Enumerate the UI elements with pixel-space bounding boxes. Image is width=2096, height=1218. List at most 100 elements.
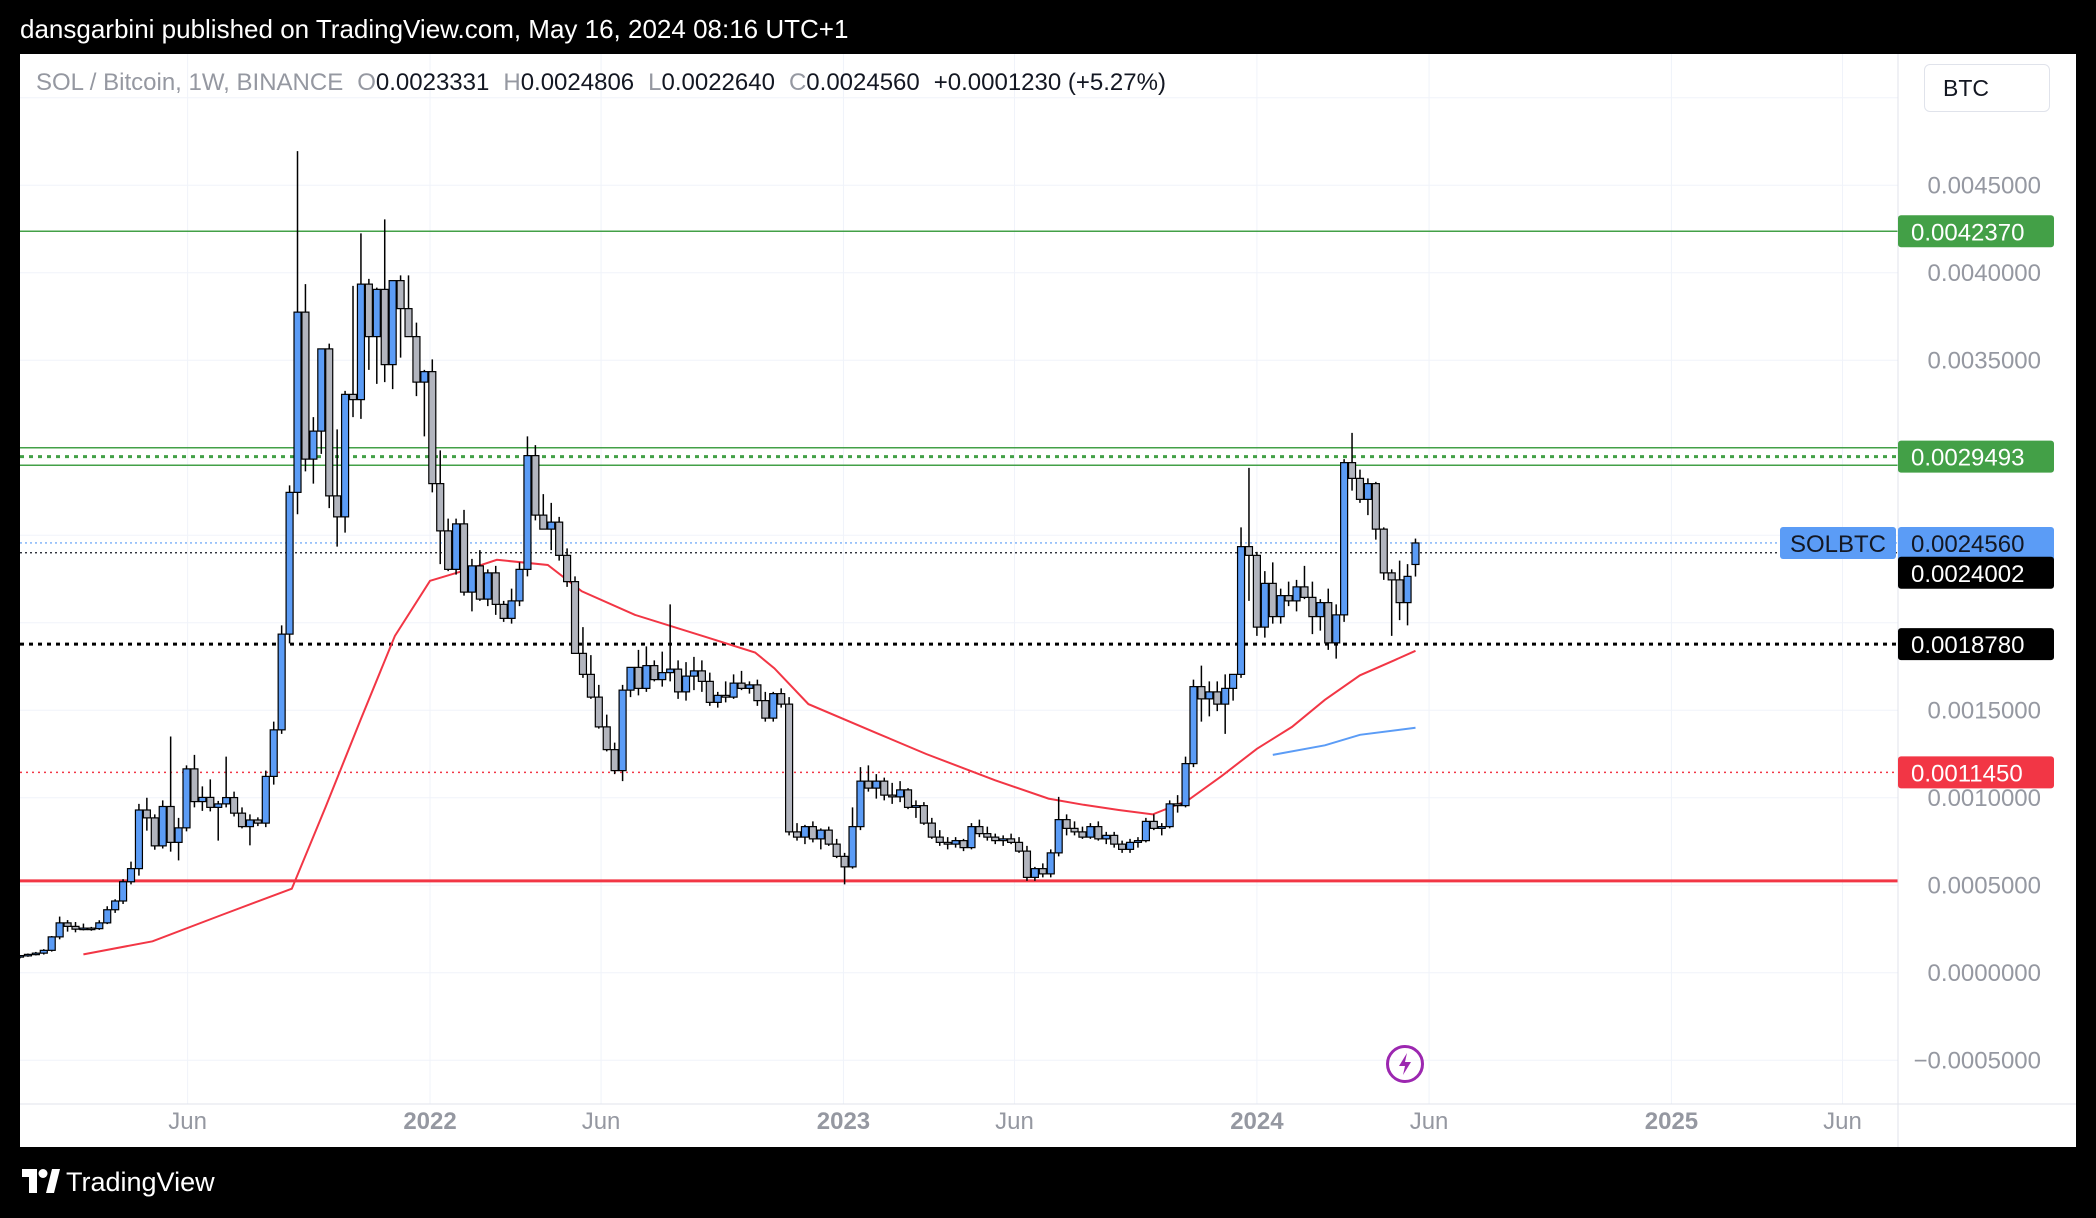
candle bbox=[372, 287, 381, 384]
candle-body bbox=[1347, 462, 1357, 479]
footer-brand: TradingView bbox=[66, 1167, 215, 1197]
candle-body bbox=[229, 796, 239, 814]
candle bbox=[451, 518, 461, 575]
candle bbox=[103, 906, 112, 925]
candle bbox=[650, 660, 659, 682]
candle bbox=[570, 576, 580, 654]
candle bbox=[499, 600, 508, 622]
candle bbox=[1157, 823, 1166, 836]
y-tick-label: 0.0000000 bbox=[1928, 960, 2041, 987]
x-tick-label: 2023 bbox=[817, 1108, 870, 1135]
candle bbox=[198, 786, 207, 811]
candle bbox=[150, 814, 159, 850]
candle bbox=[1403, 564, 1412, 626]
candle bbox=[745, 681, 754, 694]
candle-body bbox=[713, 694, 722, 703]
candle bbox=[1173, 795, 1182, 813]
candle bbox=[1062, 814, 1071, 836]
level-price-tag-bg bbox=[1898, 628, 2054, 661]
candle bbox=[1205, 681, 1214, 717]
candle bbox=[999, 835, 1008, 846]
candle bbox=[967, 823, 976, 850]
candle-body bbox=[245, 819, 255, 828]
candle bbox=[269, 721, 278, 785]
candle-body bbox=[1403, 575, 1412, 604]
candle-body bbox=[848, 826, 857, 868]
candle-body bbox=[364, 283, 373, 338]
y-tick-label: −0.0005000 bbox=[1914, 1047, 2041, 1074]
price-chart[interactable]: 0.00450000.00400000.00350000.00150000.00… bbox=[20, 54, 2076, 1147]
candle-body bbox=[943, 841, 952, 845]
candle bbox=[1300, 565, 1309, 600]
candle-body bbox=[95, 922, 104, 930]
lightning-icon[interactable] bbox=[1386, 1045, 1424, 1083]
candle bbox=[824, 826, 833, 846]
candle bbox=[1038, 863, 1047, 878]
candle-body bbox=[1046, 852, 1055, 875]
candle bbox=[404, 275, 413, 338]
candle bbox=[491, 565, 500, 615]
candle-body bbox=[761, 700, 770, 719]
candle-body bbox=[111, 900, 120, 911]
horizontal-levels bbox=[20, 230, 1898, 883]
candle bbox=[166, 736, 175, 852]
candle-body bbox=[658, 672, 667, 681]
candle bbox=[1292, 579, 1301, 612]
candle bbox=[396, 275, 405, 358]
candle bbox=[412, 322, 421, 397]
candle bbox=[118, 879, 128, 904]
chart-panel[interactable]: 0.0045000 0.0040000 0.0035000 0.0015000 0.00… bbox=[20, 54, 2076, 1147]
candle bbox=[1007, 833, 1016, 845]
candle-body bbox=[777, 693, 786, 705]
candle-body bbox=[1324, 602, 1333, 644]
candle bbox=[618, 684, 627, 782]
candle-body bbox=[301, 311, 310, 460]
candle bbox=[681, 662, 691, 701]
candle-body bbox=[1284, 595, 1293, 602]
candle bbox=[1078, 826, 1087, 839]
candle bbox=[761, 691, 770, 722]
candle bbox=[1118, 840, 1127, 853]
candle bbox=[1054, 796, 1063, 857]
candle bbox=[1125, 838, 1135, 853]
candle-body bbox=[1189, 686, 1198, 765]
candle bbox=[1308, 581, 1317, 635]
candle bbox=[523, 436, 532, 577]
candle-body bbox=[142, 809, 151, 819]
candle bbox=[697, 660, 706, 692]
candle-body bbox=[1022, 850, 1032, 878]
crosshair-price-tag: 0.0024002 bbox=[1898, 556, 2054, 589]
candle bbox=[459, 509, 469, 596]
candle-body bbox=[1395, 579, 1404, 604]
candle-body bbox=[1268, 582, 1277, 618]
candle bbox=[1094, 821, 1103, 841]
candle bbox=[222, 756, 231, 808]
candle bbox=[729, 674, 738, 699]
candle-body bbox=[428, 371, 437, 485]
candle-body bbox=[634, 666, 643, 689]
last-price-text: 0.0024560 bbox=[1911, 531, 2024, 558]
candle-body bbox=[1244, 546, 1254, 556]
candle bbox=[79, 923, 88, 931]
candle-body bbox=[340, 393, 350, 518]
currency-button[interactable]: BTC bbox=[1924, 64, 2050, 112]
candle-body bbox=[158, 805, 167, 847]
candle-body bbox=[1308, 596, 1317, 618]
candle bbox=[808, 821, 817, 843]
candle bbox=[1014, 837, 1024, 853]
candle-body bbox=[499, 603, 508, 619]
high-label: H bbox=[503, 69, 521, 96]
candle-body bbox=[1078, 831, 1087, 838]
candle bbox=[182, 765, 191, 832]
candle bbox=[888, 782, 897, 804]
candle bbox=[1236, 527, 1246, 678]
candle-body bbox=[79, 927, 88, 931]
candle bbox=[428, 359, 437, 493]
candle-body bbox=[840, 855, 849, 868]
candle-body bbox=[1292, 586, 1301, 602]
candle bbox=[111, 899, 120, 913]
candle bbox=[158, 800, 167, 849]
candle bbox=[586, 655, 595, 699]
ohlc-legend: SOL / Bitcoin, 1W, BINANCE O0.0023331 H0.0… bbox=[36, 71, 1166, 95]
candle-body bbox=[681, 675, 691, 693]
